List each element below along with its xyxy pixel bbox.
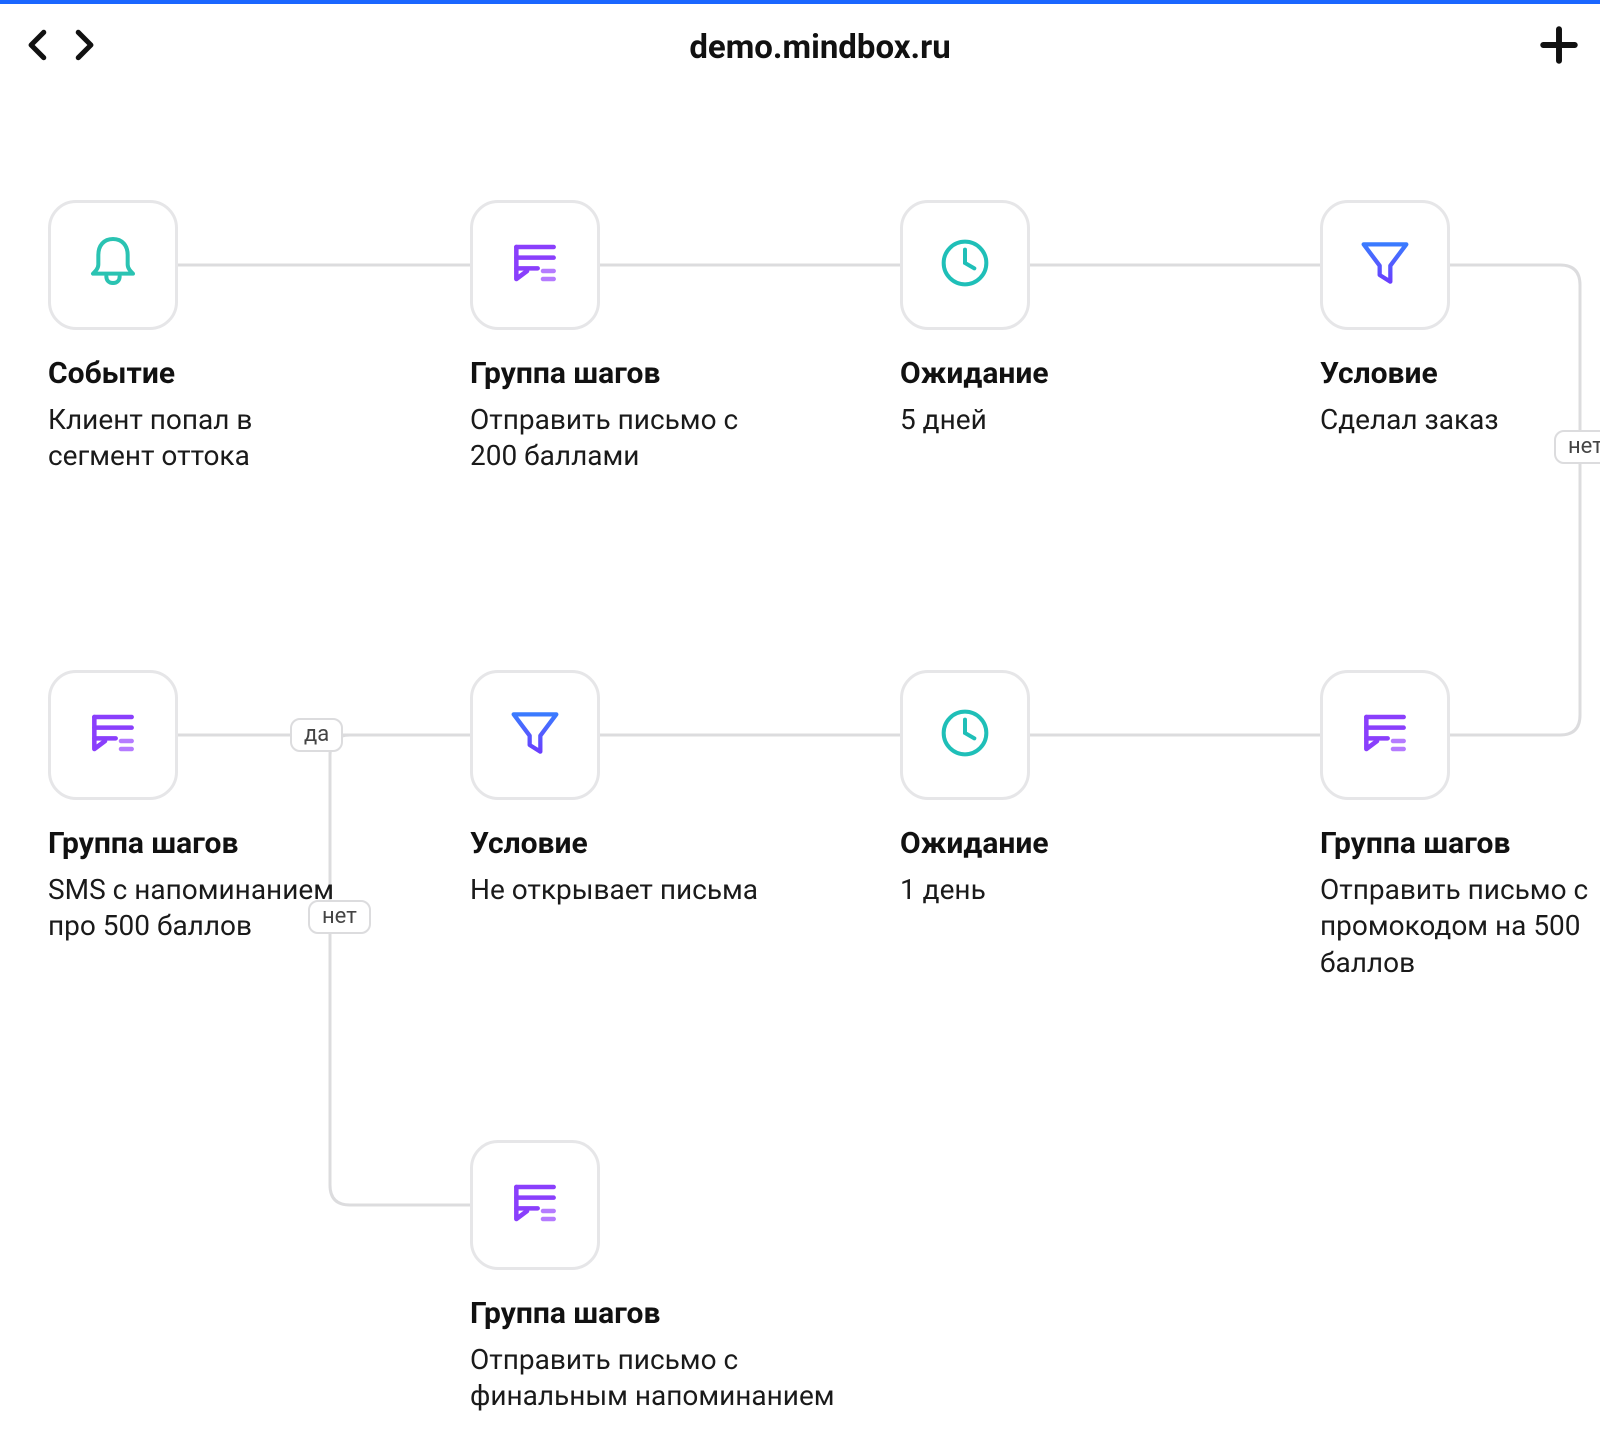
funnel-icon — [1353, 231, 1417, 299]
steps-icon — [503, 231, 567, 299]
node-wait-2-tile — [900, 670, 1030, 800]
node-steps-4[interactable]: Группа шагов Отправить письмо с финальны… — [470, 1140, 890, 1415]
forward-icon[interactable] — [64, 26, 102, 68]
node-steps-4-desc: Отправить письмо с финальным напоминание… — [470, 1342, 890, 1415]
node-steps-3-title: Группа шагов — [48, 826, 348, 862]
node-steps-1-tile — [470, 200, 600, 330]
node-wait-2-title: Ожидание — [900, 826, 1200, 862]
node-steps-1[interactable]: Группа шагов Отправить письмо с 200 балл… — [470, 200, 770, 475]
node-event-tile — [48, 200, 178, 330]
node-event-desc: Клиент попал в сегмент оттока — [48, 402, 348, 475]
node-steps-3-tile — [48, 670, 178, 800]
back-icon[interactable] — [20, 26, 58, 68]
steps-icon — [81, 701, 145, 769]
clock-icon — [933, 701, 997, 769]
node-wait-1-tile — [900, 200, 1030, 330]
node-event[interactable]: Событие Клиент попал в сегмент оттока — [48, 200, 348, 475]
node-steps-2-desc: Отправить письмо с промокодом на 500 бал… — [1320, 872, 1600, 981]
node-cond-2[interactable]: Условие Не открывает письма — [470, 670, 770, 908]
clock-icon — [933, 231, 997, 299]
node-steps-4-title: Группа шагов — [470, 1296, 890, 1332]
steps-icon — [503, 1171, 567, 1239]
node-steps-4-tile — [470, 1140, 600, 1270]
node-steps-3-desc: SMS с напоминанием про 500 баллов — [48, 872, 348, 945]
node-steps-2-title: Группа шагов — [1320, 826, 1600, 862]
bell-icon — [81, 231, 145, 299]
flow-canvas: нет да нет Событие Клиент попал в сегмен… — [0, 140, 1600, 1438]
node-cond-1[interactable]: Условие Сделал заказ — [1320, 200, 1600, 438]
browser-topbar: demo.mindbox.ru — [0, 0, 1600, 90]
node-wait-1-desc: 5 дней — [900, 402, 1200, 438]
node-steps-2-tile — [1320, 670, 1450, 800]
node-cond-2-desc: Не открывает письма — [470, 872, 770, 908]
node-steps-3[interactable]: Группа шагов SMS с напоминанием про 500 … — [48, 670, 348, 945]
node-cond-2-title: Условие — [470, 826, 770, 862]
address-bar[interactable]: demo.mindbox.ru — [689, 28, 950, 67]
steps-icon — [1353, 701, 1417, 769]
node-steps-1-desc: Отправить письмо с 200 баллами — [470, 402, 770, 475]
node-event-title: Событие — [48, 356, 348, 392]
node-steps-1-title: Группа шагов — [470, 356, 770, 392]
funnel-icon — [503, 701, 567, 769]
nav-arrows — [20, 26, 102, 68]
node-cond-1-desc: Сделал заказ — [1320, 402, 1600, 438]
node-wait-2[interactable]: Ожидание 1 день — [900, 670, 1200, 908]
node-steps-2[interactable]: Группа шагов Отправить письмо с промокод… — [1320, 670, 1600, 981]
node-wait-1[interactable]: Ожидание 5 дней — [900, 200, 1200, 438]
node-wait-1-title: Ожидание — [900, 356, 1200, 392]
node-cond-1-title: Условие — [1320, 356, 1600, 392]
new-tab-button[interactable] — [1538, 24, 1580, 70]
node-wait-2-desc: 1 день — [900, 872, 1200, 908]
node-cond-2-tile — [470, 670, 600, 800]
node-cond-1-tile — [1320, 200, 1450, 330]
